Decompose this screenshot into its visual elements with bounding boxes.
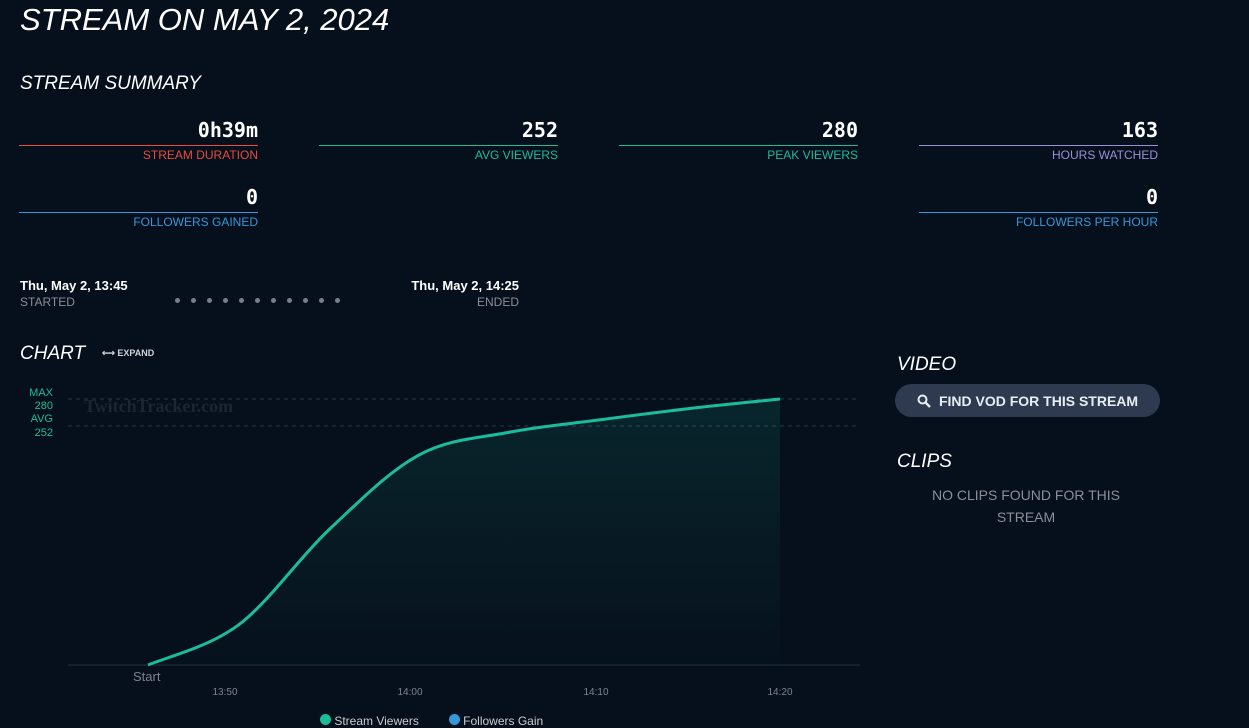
video-heading: VIDEO: [897, 354, 957, 375]
stat-value: 0: [19, 185, 258, 213]
chart-heading: CHART: [20, 343, 86, 364]
summary-heading: STREAM SUMMARY: [20, 73, 201, 94]
stat-value: 163: [919, 118, 1158, 146]
find-vod-button[interactable]: FIND VOD FOR THIS STREAM: [895, 384, 1160, 417]
legend-label: Stream Viewers: [334, 714, 419, 728]
expand-arrows-icon: ⟷: [102, 348, 115, 358]
timeline-dots: [175, 290, 351, 308]
chart-legend: Stream Viewers Followers Gain: [320, 714, 543, 728]
stat-peak-viewers: 280 PEAK VIEWERS: [619, 118, 858, 162]
watermark: TwitchTracker.com: [84, 396, 234, 416]
stat-followers-gained: 0 FOLLOWERS GAINED: [19, 185, 258, 229]
expand-label: EXPAND: [117, 348, 155, 358]
x-tick-label: 14:10: [583, 687, 609, 698]
stat-value: 280: [619, 118, 858, 146]
stat-label: FOLLOWERS PER HOUR: [1015, 215, 1158, 229]
avg-label: AVG: [30, 413, 53, 425]
viewers-area: [148, 399, 781, 665]
viewers-line: [147, 397, 781, 667]
find-vod-label: FIND VOD FOR THIS STREAM: [938, 392, 1139, 409]
started-value: Thu, May 2, 13:45: [20, 278, 128, 293]
stat-label: PEAK VIEWERS: [767, 148, 858, 162]
viewers-chart: [68, 397, 860, 667]
start-time: Thu, May 2, 13:45 STARTED: [20, 278, 128, 311]
legend-dot-icon: [320, 714, 331, 725]
avg-value: 252: [34, 427, 53, 439]
ended-label: ENDED: [476, 295, 519, 309]
legend-dot-icon: [448, 714, 460, 725]
stat-hours-watched: 163 HOURS WATCHED: [919, 118, 1158, 162]
max-value: 280: [34, 400, 53, 412]
x-tick-label: 14:00: [397, 687, 423, 698]
search-icon: [917, 394, 931, 408]
stat-label: AVG VIEWERS: [474, 148, 558, 162]
stat-stream-duration: 0h39m STREAM DURATION: [19, 118, 258, 162]
legend-label: Followers Gain: [463, 714, 544, 728]
no-clips-message: NO CLIPS FOUND FOR THIS STREAM: [932, 487, 1120, 525]
stat-value: 0h39m: [19, 118, 258, 146]
page-title: STREAM ON MAY 2, 2024: [20, 2, 390, 37]
legend-viewers[interactable]: Stream Viewers: [320, 714, 419, 728]
stat-value: 252: [319, 118, 558, 146]
stat-label: STREAM DURATION: [142, 148, 258, 162]
x-tick-label: 13:50: [212, 687, 238, 698]
stat-value: 0: [919, 185, 1158, 213]
stat-avg-viewers: 252 AVG VIEWERS: [319, 118, 558, 162]
clips-heading: CLIPS: [897, 451, 952, 472]
expand-button[interactable]: ⟷ EXPAND: [102, 348, 154, 359]
x-tick-label: 14:20: [767, 687, 793, 698]
end-time: Thu, May 2, 14:25 ENDED: [380, 278, 519, 311]
started-label: STARTED: [20, 295, 75, 309]
stat-label: FOLLOWERS GAINED: [133, 215, 258, 229]
stat-label: HOURS WATCHED: [1052, 148, 1158, 162]
start-label: Start: [133, 669, 161, 684]
stat-followers-per-hour: 0 FOLLOWERS PER HOUR: [919, 185, 1158, 229]
ended-value: Thu, May 2, 14:25: [411, 278, 519, 293]
max-label: MAX: [29, 387, 53, 399]
legend-followers[interactable]: Followers Gain: [448, 714, 544, 728]
